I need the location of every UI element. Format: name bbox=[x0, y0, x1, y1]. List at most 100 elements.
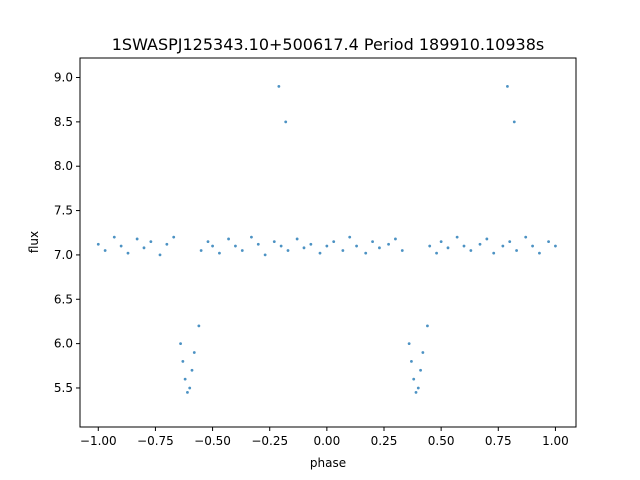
data-point bbox=[515, 249, 518, 252]
plot-area bbox=[80, 58, 576, 427]
data-point bbox=[96, 242, 100, 246]
chart-title: 1SWASPJ125343.10+500617.4 Period 189910.… bbox=[112, 35, 544, 54]
data-point bbox=[112, 235, 116, 239]
data-point bbox=[419, 368, 422, 372]
data-point bbox=[455, 235, 459, 239]
data-point bbox=[407, 342, 411, 346]
data-point bbox=[179, 342, 182, 346]
data-point bbox=[309, 242, 313, 246]
data-point bbox=[119, 244, 123, 248]
x-tick-label: 0.25 bbox=[371, 434, 398, 448]
data-point bbox=[469, 249, 473, 252]
data-point bbox=[199, 249, 203, 252]
data-point bbox=[355, 244, 358, 248]
data-point bbox=[531, 244, 534, 248]
data-point bbox=[295, 237, 299, 241]
data-point bbox=[462, 244, 466, 248]
x-tick-label: 0.00 bbox=[313, 434, 340, 448]
data-point bbox=[508, 240, 512, 244]
y-tick-label: 8.0 bbox=[54, 159, 73, 173]
data-point bbox=[478, 242, 482, 246]
data-point bbox=[286, 249, 290, 252]
data-point bbox=[256, 242, 260, 246]
data-point bbox=[284, 120, 288, 124]
data-point bbox=[227, 237, 230, 241]
data-point bbox=[197, 324, 201, 328]
data-point bbox=[302, 246, 306, 250]
data-point bbox=[348, 235, 352, 239]
data-point bbox=[414, 391, 418, 394]
data-point bbox=[172, 235, 176, 239]
data-point bbox=[277, 84, 281, 88]
data-point bbox=[446, 246, 450, 250]
x-axis-ticks: −1.00 −0.75 −0.50 −0.25 0.00 0.25 0.50 0.75 1.00 bbox=[80, 427, 569, 448]
y-tick-label: 5.5 bbox=[54, 381, 73, 395]
data-point bbox=[192, 351, 196, 354]
data-point bbox=[426, 324, 429, 328]
data-point bbox=[183, 377, 187, 381]
data-point bbox=[126, 251, 130, 255]
data-point bbox=[501, 244, 505, 248]
data-point bbox=[371, 240, 374, 244]
data-point bbox=[410, 359, 413, 363]
data-point bbox=[506, 84, 509, 88]
data-point bbox=[332, 240, 336, 244]
data-point bbox=[394, 237, 397, 241]
data-point bbox=[263, 253, 267, 257]
x-tick-label: −0.50 bbox=[194, 434, 231, 448]
data-point bbox=[240, 249, 244, 252]
data-point bbox=[165, 242, 169, 246]
data-point bbox=[181, 359, 185, 363]
data-point bbox=[135, 237, 139, 241]
data-point bbox=[400, 249, 404, 252]
data-point bbox=[412, 377, 416, 381]
data-point bbox=[272, 240, 276, 244]
y-tick-label: 7.0 bbox=[54, 248, 73, 262]
data-point bbox=[554, 244, 557, 248]
y-axis-ticks: 5.5 6.0 6.5 7.0 7.5 8.0 8.5 9.0 bbox=[54, 71, 80, 395]
data-point bbox=[524, 235, 528, 239]
x-tick-label: −0.75 bbox=[137, 434, 174, 448]
data-point bbox=[547, 240, 550, 244]
data-point bbox=[512, 120, 516, 124]
data-point bbox=[158, 253, 162, 257]
data-point bbox=[428, 244, 432, 248]
points-layer bbox=[96, 84, 557, 394]
x-tick-label: −1.00 bbox=[80, 434, 117, 448]
x-tick-label: 1.00 bbox=[542, 434, 569, 448]
data-point bbox=[485, 237, 489, 241]
data-point bbox=[103, 249, 107, 252]
data-point bbox=[211, 244, 214, 248]
data-point bbox=[378, 246, 381, 250]
data-point bbox=[421, 351, 425, 354]
x-tick-label: 0.50 bbox=[428, 434, 455, 448]
data-point bbox=[538, 251, 541, 255]
data-point bbox=[149, 240, 153, 244]
data-point bbox=[279, 244, 283, 248]
x-axis-label: phase bbox=[310, 456, 346, 470]
x-tick-label: −0.25 bbox=[251, 434, 288, 448]
y-tick-label: 6.0 bbox=[54, 337, 73, 351]
plot-frame bbox=[79, 57, 577, 428]
data-point bbox=[439, 240, 443, 244]
data-point bbox=[435, 251, 438, 255]
y-axis-label: flux bbox=[27, 231, 41, 253]
data-point bbox=[142, 246, 146, 250]
data-point bbox=[318, 251, 322, 255]
data-point bbox=[218, 251, 221, 255]
y-tick-label: 6.5 bbox=[54, 292, 73, 306]
data-point bbox=[188, 386, 192, 390]
y-tick-label: 7.5 bbox=[54, 204, 73, 218]
y-tick-label: 9.0 bbox=[54, 71, 73, 85]
data-point bbox=[387, 242, 390, 246]
data-point bbox=[234, 244, 237, 248]
data-point bbox=[416, 386, 420, 390]
data-point bbox=[341, 249, 345, 252]
data-point bbox=[190, 368, 194, 372]
data-point bbox=[325, 244, 329, 248]
data-point bbox=[364, 251, 368, 255]
data-point bbox=[186, 391, 189, 394]
data-point bbox=[206, 240, 210, 244]
data-point bbox=[492, 251, 496, 255]
x-tick-label: 0.75 bbox=[485, 434, 512, 448]
